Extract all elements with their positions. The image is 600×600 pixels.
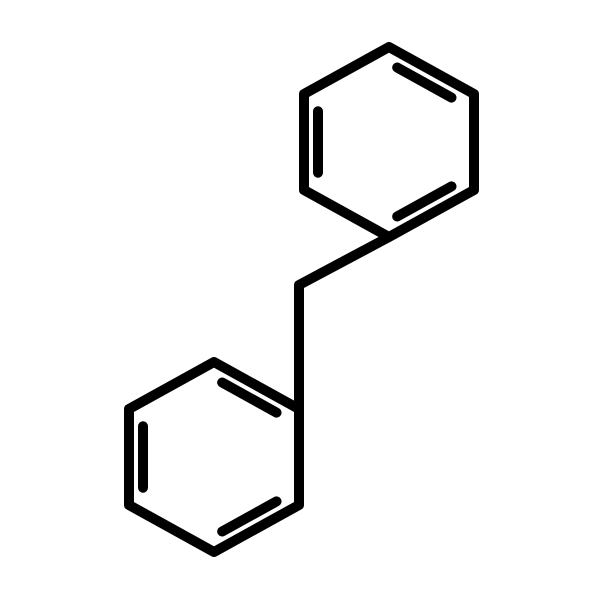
- molecule-diagram: [0, 0, 600, 600]
